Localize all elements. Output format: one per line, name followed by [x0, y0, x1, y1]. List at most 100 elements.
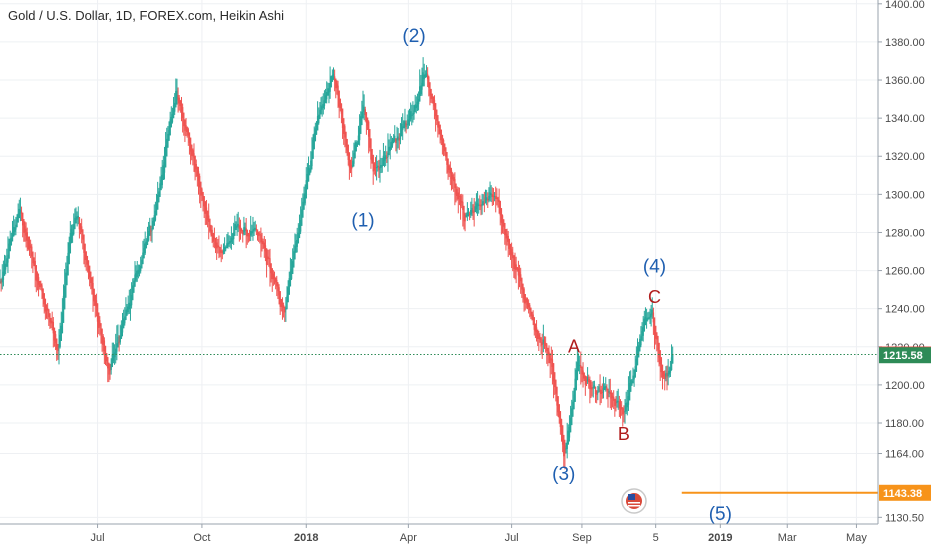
wave-labels: (1) (2) (3) A B (4) C (5)	[351, 26, 732, 525]
candle-body	[506, 233, 508, 239]
candle-body	[536, 329, 539, 339]
candle-body	[256, 229, 259, 236]
candle-body	[41, 285, 43, 292]
candle-body	[635, 358, 638, 372]
candle-body	[322, 104, 324, 108]
candle-body	[627, 396, 630, 405]
candle-body	[347, 144, 349, 160]
candle-body	[471, 207, 473, 213]
candle-body	[324, 95, 327, 104]
candle-body	[557, 396, 559, 413]
candle-body	[200, 181, 202, 196]
candle-body	[336, 83, 338, 88]
candle-body	[581, 366, 583, 375]
candle-body	[656, 332, 658, 340]
candle-body	[203, 196, 205, 207]
candle-body	[333, 76, 336, 81]
candle-body	[214, 237, 217, 248]
candle-body	[365, 112, 368, 123]
candle-body	[160, 180, 162, 191]
candle-body	[34, 260, 36, 270]
candle-body	[92, 282, 94, 295]
candle-body	[101, 328, 103, 344]
candle-body	[430, 88, 432, 100]
candle-body	[386, 157, 388, 159]
candle-body	[35, 265, 37, 281]
candle-body	[223, 247, 226, 252]
candle-body	[538, 334, 540, 340]
candle-body	[377, 165, 379, 168]
price-axis[interactable]: 1130.501164.001180.001200.001220.001240.…	[878, 0, 925, 524]
candle-body	[476, 203, 479, 207]
candle-body	[357, 135, 360, 145]
candle-body	[458, 195, 461, 197]
candle-body	[460, 200, 463, 203]
candle-body	[633, 375, 635, 380]
candle-body	[648, 317, 650, 319]
candle-body	[108, 362, 110, 375]
candle-body	[29, 245, 32, 249]
candle-body	[500, 208, 503, 223]
price-axis-label: 1300.00	[885, 189, 925, 201]
candle-body	[330, 76, 332, 88]
candle-body	[44, 298, 47, 312]
candle-body	[225, 246, 227, 250]
candle-body	[617, 400, 619, 402]
time-axis[interactable]: Jul Oct 2018 Apr Jul Sep 5 2019 Mar May	[91, 524, 868, 544]
candle-body	[2, 271, 5, 280]
candle-body	[110, 364, 112, 370]
candle-body	[616, 400, 618, 403]
candle-body	[205, 207, 208, 214]
candle-body	[32, 251, 34, 264]
candle-body	[78, 217, 81, 230]
candle-body	[662, 371, 665, 377]
candle-body	[626, 402, 629, 408]
candle-body	[328, 91, 330, 93]
candle-body	[563, 434, 565, 457]
candle-body	[355, 142, 357, 152]
candle-body	[53, 327, 56, 341]
candle-body	[173, 102, 176, 112]
time-axis-label: 2019	[708, 532, 732, 544]
candle-body	[416, 101, 419, 107]
candle-body	[624, 410, 626, 413]
candle-body	[425, 73, 428, 76]
candle-body	[388, 146, 390, 156]
candle-body	[423, 74, 425, 80]
candle-body	[282, 305, 285, 308]
candle-body	[273, 276, 276, 279]
candle-body	[40, 284, 42, 287]
time-axis-label: Apr	[400, 532, 417, 544]
candle-body	[396, 138, 398, 141]
candle-series[interactable]	[0, 57, 674, 470]
candle-body	[577, 359, 580, 372]
candle-body	[121, 323, 124, 333]
candle-body	[573, 394, 575, 410]
candle-body	[533, 317, 535, 330]
candle-body	[65, 272, 67, 298]
candle-body	[654, 325, 657, 339]
candle-body	[176, 90, 178, 100]
candle-body	[315, 126, 318, 135]
candle-body	[6, 258, 8, 267]
candle-body	[132, 285, 134, 301]
candle-body	[590, 384, 592, 390]
candle-body	[558, 404, 560, 419]
candle-body	[559, 411, 562, 428]
candle-body	[104, 345, 107, 361]
candle-body	[450, 170, 453, 180]
candle-body	[576, 362, 579, 381]
candle-body	[338, 90, 340, 107]
candle-body	[463, 205, 465, 222]
candle-body	[99, 320, 101, 327]
candle-body	[551, 359, 554, 368]
event-flag-icon[interactable]	[621, 488, 647, 514]
candle-body	[422, 72, 424, 87]
candle-body	[116, 343, 118, 352]
candle-body	[572, 401, 574, 417]
candle-body	[109, 368, 111, 372]
candle-body	[242, 230, 244, 235]
candle-body	[312, 139, 314, 159]
